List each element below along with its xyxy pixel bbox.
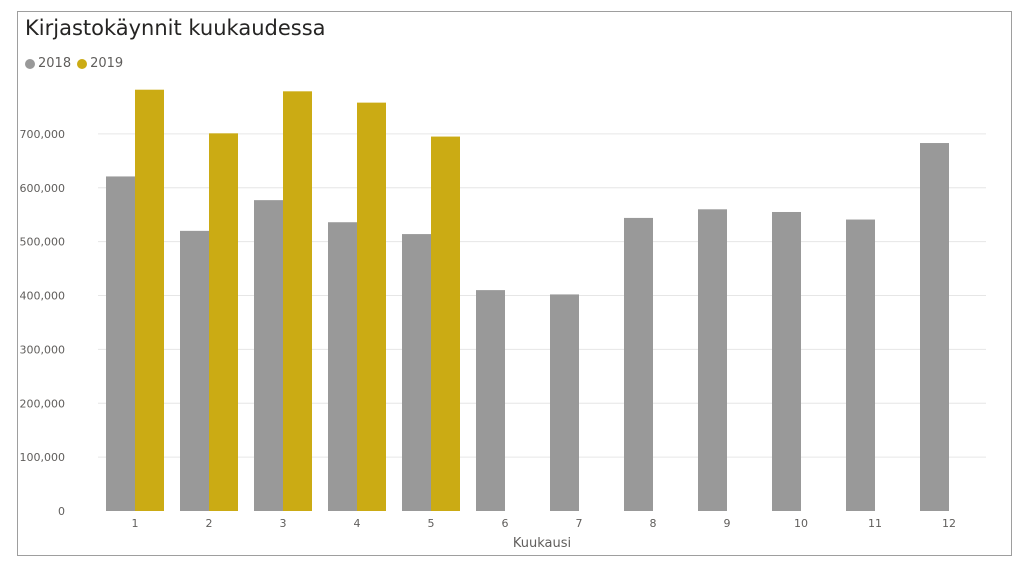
x-tick-label: 12 xyxy=(942,517,956,530)
chart-title: Kirjastokäynnit kuukaudessa xyxy=(25,16,326,40)
x-tick-label: 1 xyxy=(132,517,139,530)
bar-2018-12 xyxy=(920,143,949,511)
bar-2019-1 xyxy=(135,89,164,511)
legend-item-2018[interactable]: 2018 xyxy=(25,56,71,71)
bar-2018-10 xyxy=(772,211,801,511)
chart-legend: 2018 2019 xyxy=(25,56,129,71)
x-tick-label: 9 xyxy=(724,517,731,530)
x-tick-label: 4 xyxy=(354,517,361,530)
legend-item-2019[interactable]: 2019 xyxy=(77,56,123,71)
y-tick-label: 500,000 xyxy=(20,236,66,249)
y-tick-label: 700,000 xyxy=(20,128,66,141)
y-tick-label: 0 xyxy=(58,505,65,518)
bar-2018-3 xyxy=(254,200,283,512)
bar-2019-3 xyxy=(283,91,312,511)
legend-label-2018: 2018 xyxy=(38,56,72,71)
bar-2018-11 xyxy=(846,219,875,511)
x-tick-label: 5 xyxy=(428,517,435,530)
x-tick-label: 10 xyxy=(794,517,808,530)
y-tick-label: 400,000 xyxy=(20,290,66,303)
legend-swatch-2018 xyxy=(25,58,35,69)
y-tick-label: 200,000 xyxy=(20,397,66,410)
y-tick-label: 100,000 xyxy=(20,451,66,464)
legend-swatch-2019 xyxy=(77,58,88,69)
bar-2018-2 xyxy=(180,230,209,511)
x-tick-label: 3 xyxy=(280,517,287,530)
bar-2019-5 xyxy=(431,136,460,511)
bar-2018-8 xyxy=(624,217,653,512)
x-tick-label: 8 xyxy=(650,517,657,530)
x-tick-label: 7 xyxy=(576,517,583,530)
bar-2018-7 xyxy=(550,294,579,511)
x-tick-label: 2 xyxy=(206,517,213,530)
bar-2019-4 xyxy=(357,102,386,511)
y-tick-label: 300,000 xyxy=(20,343,66,356)
bar-2018-5 xyxy=(402,234,431,511)
x-tick-label: 6 xyxy=(502,517,509,530)
bar-2018-1 xyxy=(106,176,135,511)
y-tick-label: 600,000 xyxy=(20,182,66,195)
x-tick-label: 11 xyxy=(868,517,882,530)
bar-2018-9 xyxy=(698,209,727,512)
bar-2018-4 xyxy=(328,222,357,512)
bar-2018-6 xyxy=(476,290,505,511)
x-axis-title: Kuukausi xyxy=(513,536,571,551)
bar-2019-2 xyxy=(209,133,238,511)
legend-label-2019: 2019 xyxy=(90,56,124,71)
